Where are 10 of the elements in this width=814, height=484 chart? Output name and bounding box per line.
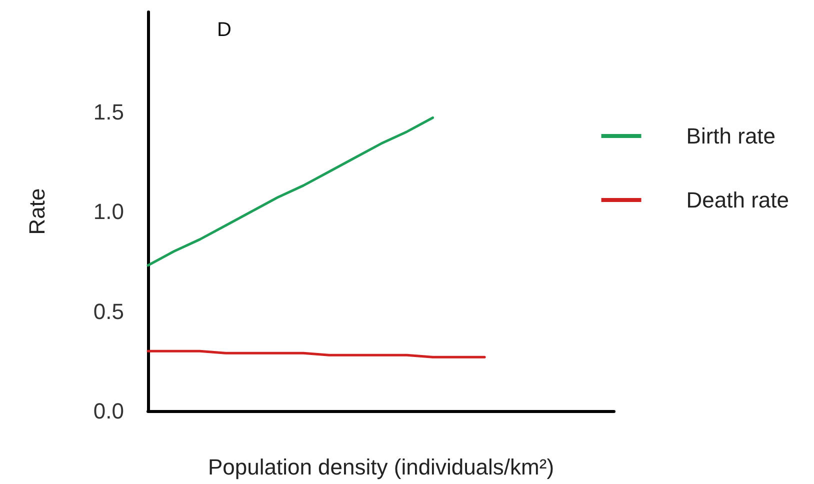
y-tick-label: 1.0 [93, 199, 124, 224]
y-axis-title: Rate [24, 188, 50, 235]
chart-title: D [217, 19, 232, 41]
y-tick-label: 0.5 [93, 298, 124, 324]
y-tick-label: 1.5 [93, 99, 124, 124]
x-axis-title: Population density (individuals/km²) [208, 454, 554, 480]
y-tick-label: 0.0 [93, 398, 124, 424]
line-series [146, 116, 434, 267]
legend-label: Birth rate [686, 124, 776, 148]
legend-label: Death rate [686, 188, 790, 212]
